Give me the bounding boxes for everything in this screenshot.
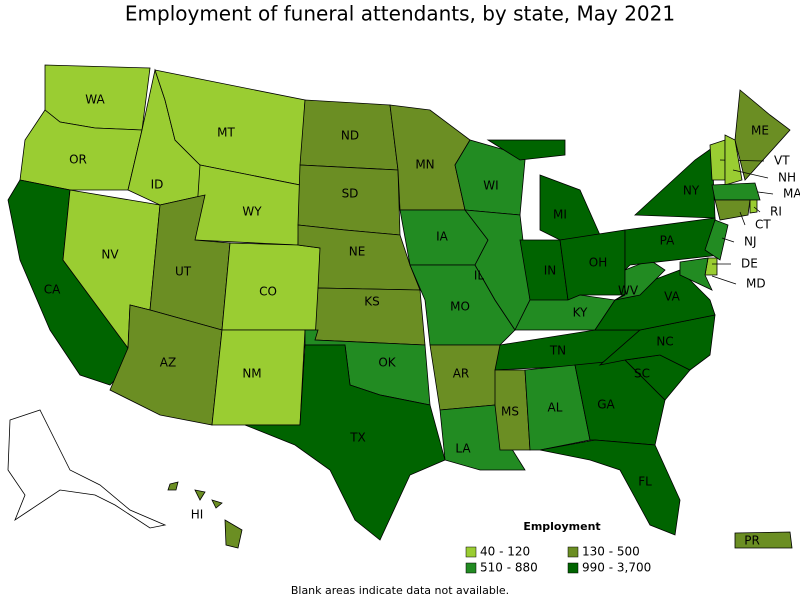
- state-shape: [224, 519, 243, 549]
- state-label: WA: [85, 93, 105, 107]
- state-shape: [539, 439, 681, 536]
- state-label: NH: [778, 171, 796, 185]
- alaska-outline: [7, 409, 167, 529]
- state-shape: [624, 217, 721, 271]
- state-label: SC: [634, 367, 650, 381]
- state-shape: [464, 209, 531, 331]
- state-label: ID: [151, 178, 164, 192]
- state-label: OH: [589, 256, 607, 270]
- state-label: MN: [415, 158, 434, 172]
- state-label: MI: [553, 208, 567, 222]
- state-label: DE: [741, 257, 758, 271]
- state-label: ME: [751, 124, 769, 138]
- state-label: WI: [483, 179, 498, 193]
- state-label: VT: [774, 154, 790, 168]
- state-label: CT: [755, 218, 771, 232]
- state-shape: [524, 364, 591, 451]
- legend-label: 990 - 3,700: [582, 561, 651, 575]
- state-label: SD: [342, 187, 359, 201]
- state-shape: [167, 481, 179, 491]
- state-shape: [539, 174, 601, 241]
- state-label: NE: [349, 245, 366, 259]
- state-label: FL: [638, 475, 652, 489]
- state-label: AZ: [160, 356, 176, 370]
- state-shape: [486, 139, 566, 161]
- state-label: NJ: [744, 235, 757, 249]
- legend-swatch: [567, 562, 579, 574]
- state-shape: [598, 314, 716, 371]
- footnote: Blank areas indicate data not available.: [291, 584, 509, 597]
- legend-swatch: [465, 562, 477, 574]
- state-label: KY: [573, 306, 588, 320]
- state-label: MD: [746, 277, 766, 291]
- state-label: MA: [783, 187, 800, 201]
- leader-line: [753, 206, 761, 213]
- legend-title: Employment: [523, 520, 600, 533]
- state-shape: [679, 257, 713, 291]
- state-shape: [494, 369, 531, 451]
- state-label: MT: [217, 126, 235, 140]
- legend-label: 130 - 500: [582, 545, 640, 559]
- legend-label: 40 - 120: [480, 545, 530, 559]
- state-label: AR: [453, 367, 470, 381]
- state-label: UT: [175, 265, 192, 279]
- state-label: GA: [597, 398, 615, 412]
- state-shape: [559, 229, 626, 301]
- state-label: CO: [259, 285, 277, 299]
- state-label: NM: [242, 367, 261, 381]
- state-label: OR: [69, 153, 87, 167]
- state-shape: [634, 147, 716, 219]
- state-shape: [714, 199, 751, 221]
- state-label: KS: [364, 295, 380, 309]
- state-label: OK: [378, 356, 396, 370]
- state-shape: [211, 499, 223, 509]
- legend-label: 510 - 880: [480, 561, 538, 575]
- state-shape: [711, 182, 761, 201]
- state-label: WY: [242, 205, 262, 219]
- state-label: IL: [474, 269, 485, 283]
- state-shape: [704, 219, 729, 261]
- state-label: PR: [744, 534, 760, 548]
- leader-line: [757, 191, 774, 195]
- state-label: LA: [455, 442, 471, 456]
- state-shape: [244, 344, 446, 541]
- state-label: PA: [660, 234, 675, 248]
- state-shape: [724, 134, 743, 186]
- leader-line: [711, 275, 737, 285]
- state-label: CA: [44, 283, 61, 297]
- state-shape: [734, 531, 793, 549]
- state-label: NC: [656, 335, 673, 349]
- leader-line: [732, 169, 769, 179]
- state-label: HI: [191, 508, 204, 522]
- state-shape: [749, 199, 758, 214]
- state-label: TN: [549, 344, 566, 358]
- state-label: VA: [664, 290, 680, 304]
- state-shape: [734, 89, 791, 181]
- state-label: IA: [436, 230, 449, 244]
- state-label: AL: [548, 401, 563, 415]
- state-label: MO: [450, 300, 470, 314]
- map-title: Employment of funeral attendants, by sta…: [125, 2, 675, 26]
- state-label: WV: [618, 284, 639, 298]
- state-label: RI: [770, 205, 782, 219]
- state-label: MS: [501, 405, 519, 419]
- legend-swatch: [465, 546, 477, 558]
- state-label: NV: [101, 248, 119, 262]
- state-label: TX: [349, 431, 366, 445]
- leader-line: [721, 237, 735, 243]
- state-shape: [194, 489, 206, 501]
- legend-swatch: [567, 546, 579, 558]
- state-label: IN: [544, 264, 557, 278]
- state-label: NY: [683, 184, 700, 198]
- state-label: ND: [341, 129, 359, 143]
- leader-line: [739, 211, 746, 226]
